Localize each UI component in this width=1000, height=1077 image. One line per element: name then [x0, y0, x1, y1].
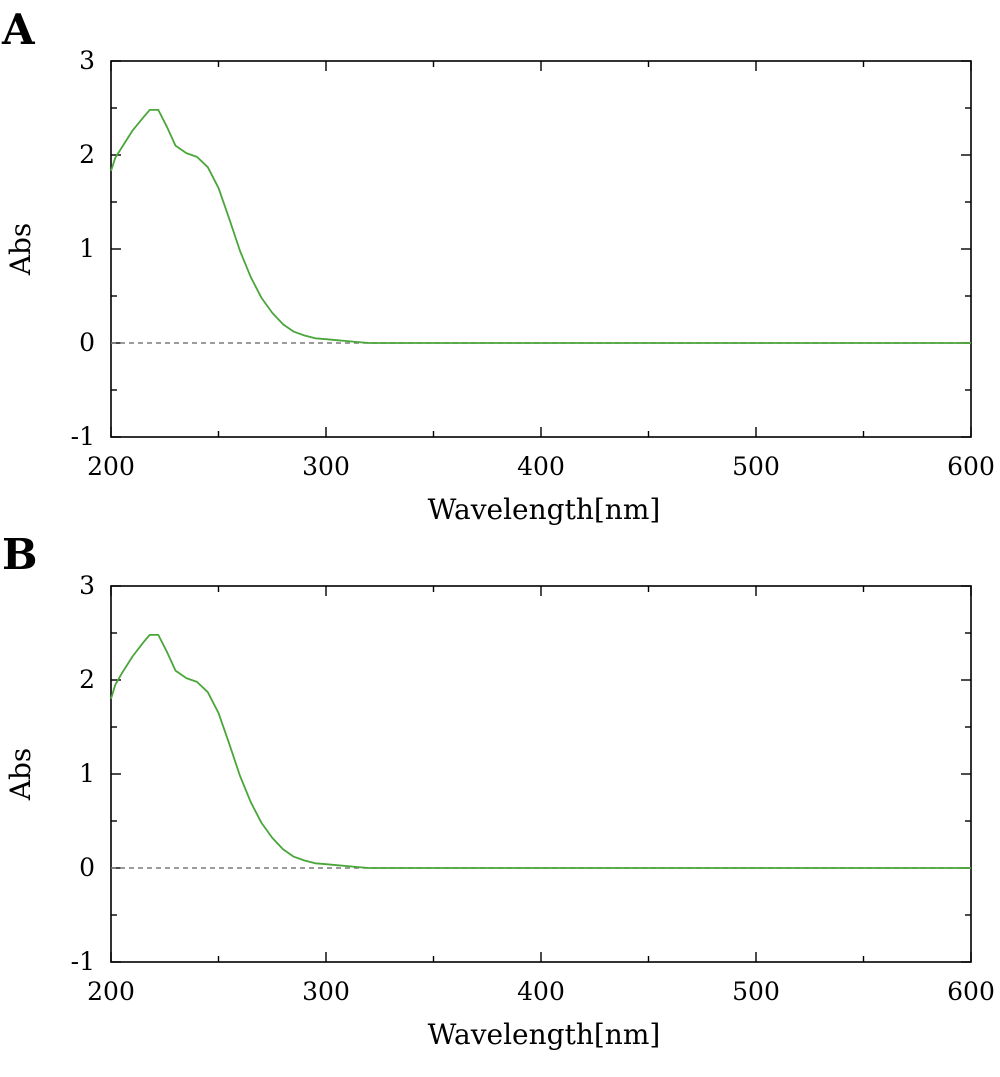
- x-tick-label: 200: [87, 977, 135, 1006]
- x-axis-label: Wavelength[nm]: [428, 1018, 661, 1051]
- y-tick-label: 1: [79, 759, 95, 788]
- x-tick-label: 600: [947, 452, 995, 481]
- y-tick-label: 0: [79, 328, 95, 357]
- x-tick-label: 300: [302, 452, 350, 481]
- y-tick-label: 2: [79, 140, 95, 169]
- panel-label: A: [1, 5, 36, 54]
- series-line-0: [110, 634, 971, 869]
- x-tick-label: 200: [87, 452, 135, 481]
- chart-panel-b: B -1 0 1 2 3 200 300 400 500 600 Wavelength[nm] Abs: [2, 530, 995, 1051]
- x-axis-label: Wavelength[nm]: [428, 493, 661, 526]
- x-tick-label: 600: [947, 977, 995, 1006]
- y-axis-label: Abs: [4, 748, 37, 802]
- y-tick-label: 1: [79, 234, 95, 263]
- x-tick-label: 400: [517, 977, 565, 1006]
- x-tick-label: 400: [517, 452, 565, 481]
- panel-label: B: [2, 530, 38, 579]
- y-tick-label: 3: [79, 46, 95, 75]
- y-tick-label: -1: [71, 422, 95, 451]
- x-tick-label: 500: [732, 977, 780, 1006]
- y-tick-label: 3: [79, 571, 95, 600]
- y-tick-label: 2: [79, 665, 95, 694]
- y-axis-label: Abs: [4, 223, 37, 277]
- x-tick-label: 300: [302, 977, 350, 1006]
- y-tick-label: -1: [71, 947, 95, 976]
- y-tick-label: 0: [79, 853, 95, 882]
- series-line-0: [110, 109, 971, 344]
- chart-panel-a: A -1 0 1 2 3 200 300 400 500 600 Wavelength[nm] Abs: [1, 5, 995, 526]
- x-tick-label: 500: [732, 452, 780, 481]
